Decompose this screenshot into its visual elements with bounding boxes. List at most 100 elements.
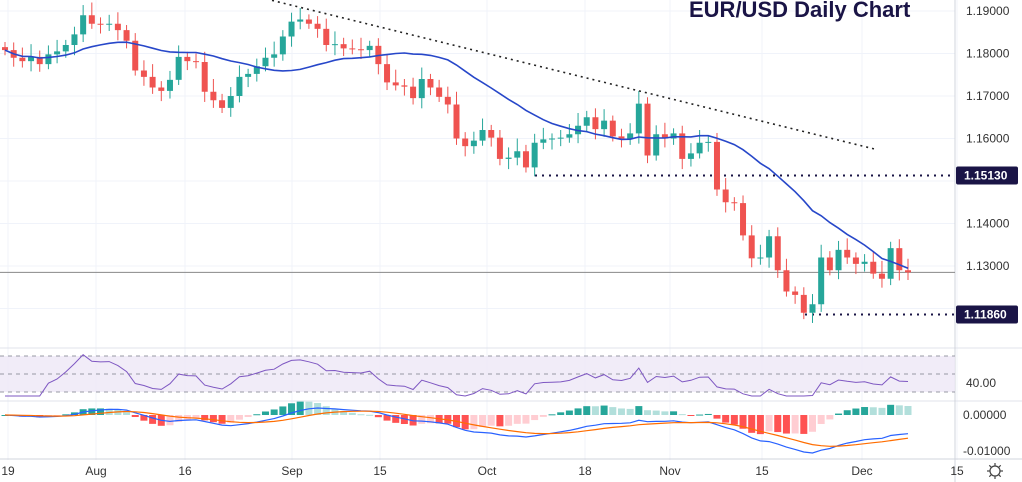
macd-histogram-bar bbox=[105, 408, 113, 415]
time-tick-label: Sep bbox=[281, 464, 303, 478]
macd-histogram-bar bbox=[244, 415, 252, 417]
macd-histogram-bar bbox=[722, 415, 730, 423]
candle bbox=[88, 2, 95, 29]
macd-histogram-bar bbox=[175, 415, 183, 422]
macd-histogram-bar bbox=[400, 415, 408, 425]
candle-body bbox=[54, 51, 61, 55]
macd-histogram-bar bbox=[192, 415, 200, 419]
settings-gear-icon[interactable] bbox=[987, 463, 1003, 479]
macd-histogram-bar bbox=[522, 415, 530, 424]
macd-histogram-bar bbox=[505, 415, 513, 426]
candle bbox=[349, 39, 356, 55]
candle bbox=[835, 240, 842, 280]
macd-histogram-bar bbox=[696, 414, 704, 416]
price-tick-label: 1.19000 bbox=[966, 4, 1010, 18]
candle-body bbox=[792, 291, 799, 295]
candle-body bbox=[123, 30, 130, 41]
candle bbox=[132, 33, 139, 76]
macd-histogram-bar bbox=[279, 406, 287, 415]
macd-histogram-bar bbox=[201, 415, 209, 421]
candle-body bbox=[305, 19, 312, 24]
macd-histogram-bar bbox=[878, 407, 886, 415]
macd-histogram-bar bbox=[835, 413, 843, 415]
candle bbox=[175, 45, 182, 85]
macd-histogram-bar bbox=[548, 414, 556, 416]
candle-body bbox=[158, 87, 165, 91]
candle bbox=[627, 123, 634, 145]
candle bbox=[314, 16, 321, 38]
candle-body bbox=[236, 76, 243, 96]
candle bbox=[357, 37, 364, 60]
candle-body bbox=[644, 103, 651, 156]
candle bbox=[340, 37, 347, 57]
macd-histogram-bar bbox=[670, 411, 678, 415]
price-axis: 1.19000 1.18000 1.17000 1.16000 1.14000 1.130… bbox=[956, 4, 1018, 324]
macd-histogram-bar bbox=[340, 410, 348, 415]
candle-body bbox=[818, 257, 825, 305]
candle bbox=[271, 41, 278, 67]
candle-body bbox=[870, 261, 877, 274]
candle bbox=[696, 130, 703, 159]
candle bbox=[219, 93, 226, 113]
macd-histogram-bar bbox=[531, 415, 539, 421]
candle bbox=[852, 252, 859, 275]
candle bbox=[583, 110, 590, 133]
candle bbox=[661, 122, 668, 148]
candle bbox=[36, 50, 43, 72]
macd-histogram-bar bbox=[774, 415, 782, 433]
candle-body bbox=[210, 91, 217, 101]
macd-line bbox=[4, 407, 909, 454]
candle-body bbox=[653, 134, 660, 156]
candle bbox=[297, 8, 304, 30]
macd-histogram-bar bbox=[565, 410, 573, 415]
candle-body bbox=[852, 257, 859, 264]
macd-histogram-bar bbox=[791, 415, 799, 434]
candle-body bbox=[609, 120, 616, 137]
candle bbox=[245, 68, 252, 88]
macd-histogram-bar bbox=[227, 415, 235, 423]
candle-body bbox=[783, 270, 790, 292]
candle bbox=[566, 124, 573, 143]
macd-histogram-bar bbox=[904, 405, 912, 415]
macd-histogram-bar bbox=[869, 407, 877, 415]
candle-body bbox=[809, 304, 816, 313]
candle bbox=[826, 251, 833, 276]
candle bbox=[905, 258, 911, 281]
candle-body bbox=[887, 248, 894, 279]
candle bbox=[279, 30, 286, 61]
candle-body bbox=[106, 23, 113, 25]
macd-histogram-bar bbox=[366, 414, 374, 416]
macd-histogram-bar bbox=[661, 411, 669, 415]
candle bbox=[601, 109, 608, 137]
candle bbox=[887, 241, 894, 286]
candle-body bbox=[149, 76, 156, 88]
candle-body bbox=[540, 139, 547, 143]
candle-body bbox=[522, 151, 529, 168]
candle bbox=[522, 144, 529, 173]
macd-histogram-bar bbox=[808, 415, 816, 432]
candle bbox=[149, 64, 156, 94]
candle-body bbox=[835, 249, 842, 271]
macd-histogram-bar bbox=[70, 412, 78, 415]
candle-body bbox=[774, 236, 781, 271]
macd-histogram-bar bbox=[826, 415, 834, 420]
rsi-axis-label: 40.00 bbox=[966, 376, 996, 390]
candle-body bbox=[766, 236, 773, 258]
candle bbox=[262, 47, 269, 72]
candle-body bbox=[88, 15, 95, 24]
candle-body bbox=[844, 249, 851, 258]
candle bbox=[687, 143, 694, 167]
time-tick-label: 16 bbox=[178, 464, 192, 478]
macd-histogram-bar bbox=[600, 405, 608, 415]
candle-body bbox=[262, 57, 269, 67]
macd-histogram-bar bbox=[557, 412, 565, 415]
candle bbox=[653, 125, 660, 161]
candle-body bbox=[627, 133, 634, 139]
candle-body bbox=[253, 66, 260, 74]
candle-body bbox=[2, 47, 8, 51]
candle bbox=[635, 90, 642, 144]
candle-body bbox=[219, 100, 226, 108]
macd-histogram-bar bbox=[88, 408, 96, 415]
